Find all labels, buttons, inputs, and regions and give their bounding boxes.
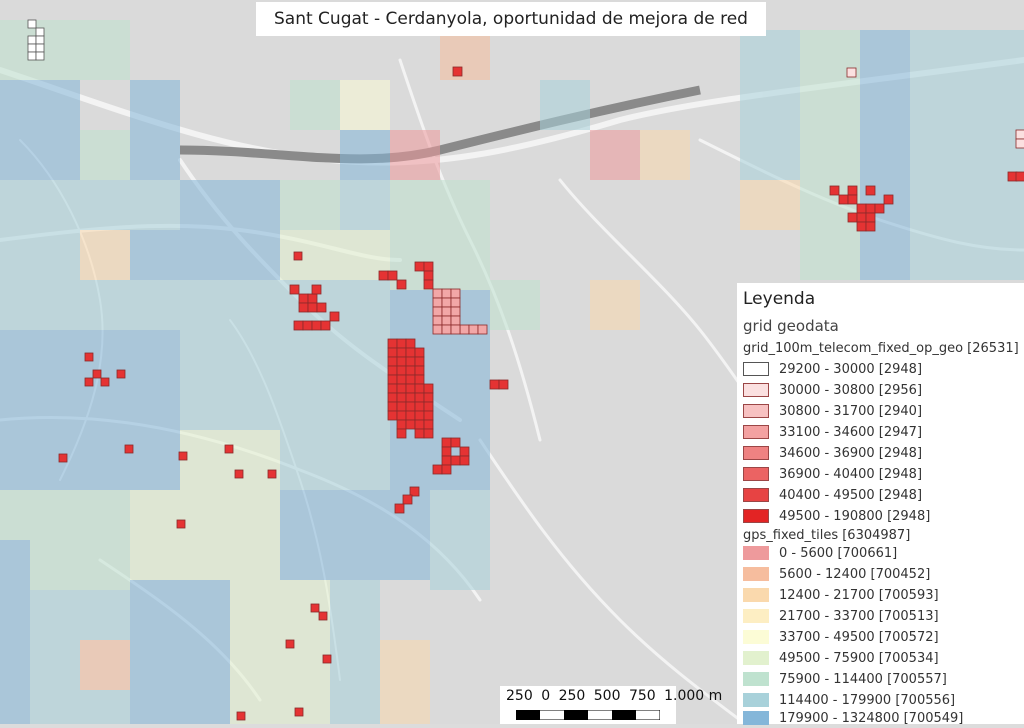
legend-item-gps: 33700 - 49500 [700572] xyxy=(743,627,939,647)
legend-item-gps: 5600 - 12400 [700452] xyxy=(743,564,930,584)
legend-swatch xyxy=(743,404,769,418)
scale-bar: 250 0 250 500 750 1.000 m xyxy=(500,686,722,724)
scale-label: 500 xyxy=(593,688,621,704)
legend-item-gps: 21700 - 33700 [700513] xyxy=(743,606,939,626)
legend-item-label: 33100 - 34600 [2947] xyxy=(779,424,923,440)
legend-item-gps: 114400 - 179900 [700556] xyxy=(743,690,955,710)
legend-item-label: 36900 - 40400 [2948] xyxy=(779,466,923,482)
legend-swatch xyxy=(743,509,769,523)
legend-item-label: 0 - 5600 [700661] xyxy=(779,545,898,561)
legend-swatch xyxy=(743,383,769,397)
legend-swatch xyxy=(743,588,769,602)
legend-swatch xyxy=(743,546,769,560)
legend-item-label: 49500 - 190800 [2948] xyxy=(779,508,931,524)
legend-item-label: 75900 - 114400 [700557] xyxy=(779,671,947,687)
legend-item-telecom: 36900 - 40400 [2948] xyxy=(743,464,922,484)
scale-ruler xyxy=(516,710,660,720)
legend-group-gps: gps_fixed_tiles [6304987] xyxy=(743,528,911,543)
legend-item-gps: 75900 - 114400 [700557] xyxy=(743,669,947,689)
legend-item-gps: 12400 - 21700 [700593] xyxy=(743,585,939,605)
legend-subtitle: grid geodata xyxy=(743,317,839,335)
legend-item-label: 114400 - 179900 [700556] xyxy=(779,692,956,708)
legend-item-telecom: 49500 - 190800 [2948] xyxy=(743,506,930,526)
legend-item-telecom: 34600 - 36900 [2948] xyxy=(743,443,922,463)
map-title: Sant Cugat - Cerdanyola, oportunidad de … xyxy=(256,2,766,36)
legend-swatch xyxy=(743,672,769,686)
scale-label: 0 xyxy=(541,688,551,704)
legend-swatch xyxy=(743,651,769,665)
legend-swatch xyxy=(743,467,769,481)
legend-item-gps: 0 - 5600 [700661] xyxy=(743,543,897,563)
legend-item-telecom: 33100 - 34600 [2947] xyxy=(743,422,922,442)
legend-title: Leyenda xyxy=(743,289,816,309)
legend-group-telecom: grid_100m_telecom_fixed_op_geo [26531] xyxy=(743,341,1019,356)
legend-swatch xyxy=(743,446,769,460)
scale-label: 1.000 m xyxy=(664,688,723,704)
legend-item-label: 12400 - 21700 [700593] xyxy=(779,587,939,603)
legend-item-gps: 49500 - 75900 [700534] xyxy=(743,648,939,668)
legend-swatch xyxy=(743,711,769,725)
legend-item-telecom: 40400 - 49500 [2948] xyxy=(743,485,922,505)
legend-swatch xyxy=(743,567,769,581)
legend-item-label: 34600 - 36900 [2948] xyxy=(779,445,923,461)
legend-item-telecom: 30800 - 31700 [2940] xyxy=(743,401,922,421)
scale-label: 750 xyxy=(628,688,656,704)
telecom-grid-layer xyxy=(27,19,1024,721)
legend-swatch xyxy=(743,488,769,502)
scale-label: 250 xyxy=(506,688,533,704)
legend-item-label: 21700 - 33700 [700513] xyxy=(779,608,939,624)
legend-item-label: 5600 - 12400 [700452] xyxy=(779,566,931,582)
legend-item-label: 40400 - 49500 [2948] xyxy=(779,487,923,503)
legend-item-label: 179900 - 1324800 [700549] xyxy=(779,710,964,726)
legend-item-label: 30800 - 31700 [2940] xyxy=(779,403,923,419)
legend-item-telecom: 30000 - 30800 [2956] xyxy=(743,380,922,400)
legend-swatch xyxy=(743,362,769,376)
legend-swatch xyxy=(743,630,769,644)
legend-item-telecom: 29200 - 30000 [2948] xyxy=(743,359,922,379)
scale-labels: 250 0 250 500 750 1.000 m xyxy=(506,688,726,704)
legend-item-gps: 179900 - 1324800 [700549] xyxy=(743,708,963,728)
legend-swatch xyxy=(743,609,769,623)
legend-item-label: 30000 - 30800 [2956] xyxy=(779,382,923,398)
legend-item-label: 49500 - 75900 [700534] xyxy=(779,650,939,666)
scale-label: 250 xyxy=(558,688,586,704)
legend-item-label: 33700 - 49500 [700572] xyxy=(779,629,939,645)
legend-swatch xyxy=(743,425,769,439)
legend-item-label: 29200 - 30000 [2948] xyxy=(779,361,923,377)
legend-panel: Leyenda grid geodata grid_100m_telecom_f… xyxy=(737,283,1024,726)
legend-swatch xyxy=(743,693,769,707)
